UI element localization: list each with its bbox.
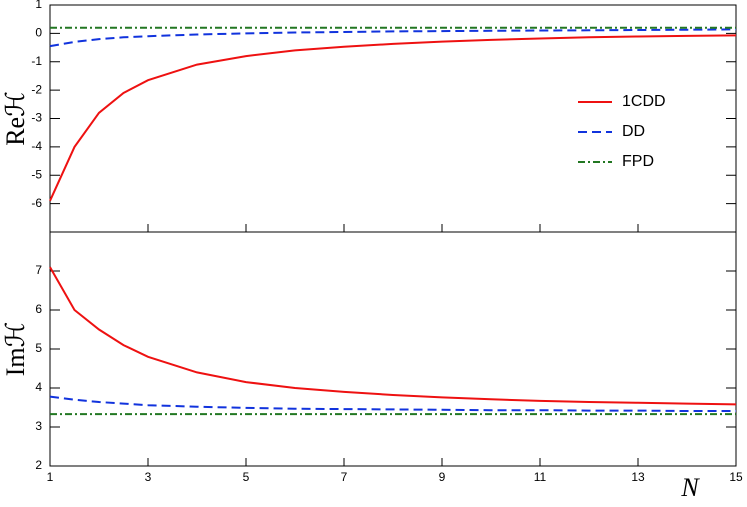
y-tick-label: -5 — [31, 167, 42, 181]
x-tick-label: 3 — [145, 470, 152, 484]
plot-frame — [49, 231, 737, 467]
y-tick-label: -6 — [31, 196, 42, 210]
y-tick-label: -2 — [31, 82, 42, 96]
series-line — [49, 34, 737, 202]
x-tick-label: 5 — [243, 470, 250, 484]
y-tick-label: 1 — [35, 0, 42, 11]
y-tick-label: 5 — [35, 341, 42, 355]
y-axis-label: Imℋ — [1, 322, 30, 377]
x-tick-label: 15 — [729, 470, 743, 484]
y-tick-label: -1 — [31, 54, 42, 68]
y-tick-label: -3 — [31, 111, 42, 125]
series-line — [49, 395, 736, 412]
y-tick-label: 6 — [35, 302, 42, 316]
y-tick-label: 3 — [35, 419, 42, 433]
y-axis-label: Reℋ — [1, 91, 30, 146]
y-tick-label: 7 — [35, 263, 42, 277]
x-tick-label: 9 — [439, 470, 446, 484]
x-tick-label: 1 — [47, 470, 54, 484]
plot-frame — [49, 4, 737, 233]
x-tick-label: 7 — [341, 470, 348, 484]
legend-label: DD — [622, 123, 645, 140]
series-line — [49, 28, 737, 48]
y-tick-label: 2 — [35, 458, 42, 472]
y-tick-label: -4 — [31, 139, 42, 153]
legend-label: 1CDD — [622, 93, 666, 110]
legend-label: FPD — [622, 153, 654, 170]
x-tick-label: 11 — [534, 470, 547, 484]
x-tick-label: 13 — [631, 470, 645, 484]
x-axis-label: N — [680, 473, 700, 502]
y-tick-label: 0 — [35, 26, 42, 40]
y-tick-label: 4 — [35, 380, 42, 394]
series-line — [49, 266, 737, 406]
